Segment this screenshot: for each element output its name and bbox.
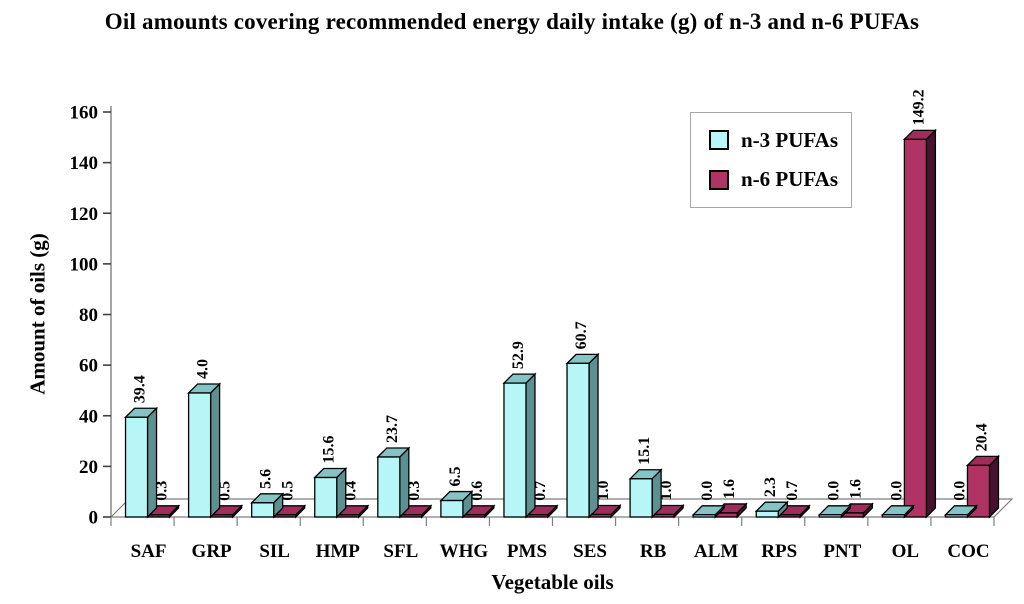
n6-series-swatch-icon	[709, 169, 729, 190]
bar-front-n3-SIL	[251, 502, 275, 518]
x-category-label-PNT: PNT	[823, 541, 861, 562]
y-tick-label: 100	[70, 254, 99, 275]
legend-item-n3: n-3 PUFAs	[709, 128, 851, 153]
bar-front-n6-HMP	[336, 514, 360, 518]
bar-front-n6-SES	[588, 513, 612, 518]
bar-front-n6-GRP	[209, 514, 234, 518]
legend-label-n6: n-6 PUFAs	[741, 167, 839, 192]
bar-value-label-n3-RB: 15.1	[636, 437, 653, 465]
bar-value-label-n3-OL: 0.0	[888, 481, 905, 501]
bar-value-label-n6-HMP: 0.4	[343, 481, 360, 501]
bar-front-n6-SIL	[273, 514, 297, 518]
bar-front-n3-GRP	[187, 392, 212, 518]
bar-front-n6-RPS	[777, 514, 801, 518]
bar-value-label-n3-SFL: 23.7	[384, 415, 401, 443]
bar-value-label-n3-HMP: 15.6	[321, 436, 338, 464]
bar-front-n6-WHG	[462, 514, 486, 518]
bar-front-n3-COC	[944, 514, 969, 518]
bar-front-n6-SFL	[399, 514, 423, 518]
bar-front-n6-OL	[903, 138, 928, 518]
bar-value-label-n6-SFL: 0.3	[406, 481, 423, 501]
y-tick-label: 80	[79, 305, 98, 326]
legend-item-n6: n-6 PUFAs	[709, 167, 851, 192]
bar-value-label-n6-RB: 1.0	[658, 480, 675, 500]
bar-value-label-n3-RPS: 2.3	[762, 477, 779, 497]
bar-front-n3-WHG	[440, 499, 464, 518]
bar-value-label-n6-RPS: 0.7	[784, 481, 801, 501]
bar-value-label-n6-WHG: 0.6	[469, 481, 486, 501]
x-category-label-HMP: HMP	[316, 541, 361, 562]
bar-value-label-n6-COC: 20.4	[973, 423, 990, 451]
x-category-label-WHG: WHG	[440, 541, 489, 562]
x-category-label-SES: SES	[573, 541, 607, 562]
x-category-label-ALM: ALM	[694, 541, 738, 562]
bar-front-n6-PMS	[525, 514, 549, 518]
bar-value-label-n3-SIL: 5.6	[258, 469, 275, 489]
y-tick-label: 160	[70, 103, 99, 124]
bar-value-label-n6-SES: 1.0	[595, 480, 612, 500]
bar-value-label-n3-PNT: 0.0	[825, 481, 842, 501]
x-category-label-RPS: RPS	[761, 541, 797, 562]
x-category-label-SFL: SFL	[383, 541, 418, 562]
x-category-label-SAF: SAF	[131, 541, 167, 562]
chart-title: Oil amounts covering recommended energy …	[104, 9, 920, 34]
bar-front-n3-ALM	[692, 514, 716, 518]
bar-side-n6-COC	[988, 454, 1000, 519]
bar-front-n3-RB	[629, 478, 653, 518]
bar-front-n6-RB	[651, 513, 675, 518]
bar-value-label-n6-GRP: 0.5	[217, 481, 234, 501]
y-tick-label: 60	[79, 356, 98, 377]
bar-front-n3-RPS	[755, 510, 779, 518]
legend: n-3 PUFAs n-6 PUFAs	[690, 112, 852, 208]
x-axis-title: Vegetable oils	[491, 570, 614, 594]
bar-front-n6-COC	[966, 464, 991, 518]
x-category-label-RB: RB	[640, 541, 667, 562]
bar-value-label-n3-GRP: 4.0	[195, 359, 212, 379]
bar-side-n6-OL	[925, 128, 937, 519]
bar-value-label-n6-OL: 149.2	[910, 89, 927, 125]
bar-front-n3-OL	[881, 514, 906, 518]
x-category-label-COC: COC	[947, 541, 989, 562]
bar-front-n3-SES	[566, 362, 590, 518]
x-category-label-OL: OL	[892, 541, 919, 562]
y-tick-label: 140	[70, 153, 99, 174]
bar-front-n3-PNT	[818, 514, 842, 518]
bar-front-n3-SAF	[124, 416, 149, 518]
x-category-label-SIL: SIL	[259, 541, 290, 562]
bar-value-label-n3-COC: 0.0	[951, 481, 968, 501]
bar-value-label-n6-ALM: 1.6	[721, 479, 738, 499]
bar-value-label-n3-ALM: 0.0	[699, 481, 716, 501]
x-category-label-PMS: PMS	[507, 541, 547, 562]
bar-value-label-n3-PMS: 52.9	[510, 341, 527, 369]
y-tick-label: 20	[79, 457, 98, 478]
bar-value-label-n3-SAF: 39.4	[132, 375, 149, 403]
bar-front-n3-PMS	[503, 382, 527, 518]
y-tick-label: 120	[70, 204, 99, 225]
floor	[109, 498, 1014, 518]
bar-value-label-n3-WHG: 6.5	[447, 467, 464, 487]
y-tick-label: 40	[79, 406, 98, 427]
bar-value-label-n6-PNT: 1.6	[847, 479, 864, 499]
bar-front-n6-SAF	[146, 514, 171, 518]
x-category-label-GRP: GRP	[192, 541, 233, 562]
n3-series-swatch-icon	[709, 130, 729, 151]
bar-value-label-n3-SES: 60.7	[573, 321, 590, 349]
bar-value-label-n6-SAF: 0.3	[154, 481, 171, 501]
bar-front-n3-HMP	[314, 476, 338, 518]
bar-value-label-n6-PMS: 0.7	[532, 481, 549, 501]
y-tick-label: 0	[89, 508, 99, 529]
bar-front-n3-SFL	[377, 456, 401, 518]
bar-value-label-n6-SIL: 0.5	[280, 481, 297, 501]
legend-label-n3: n-3 PUFAs	[741, 127, 839, 152]
